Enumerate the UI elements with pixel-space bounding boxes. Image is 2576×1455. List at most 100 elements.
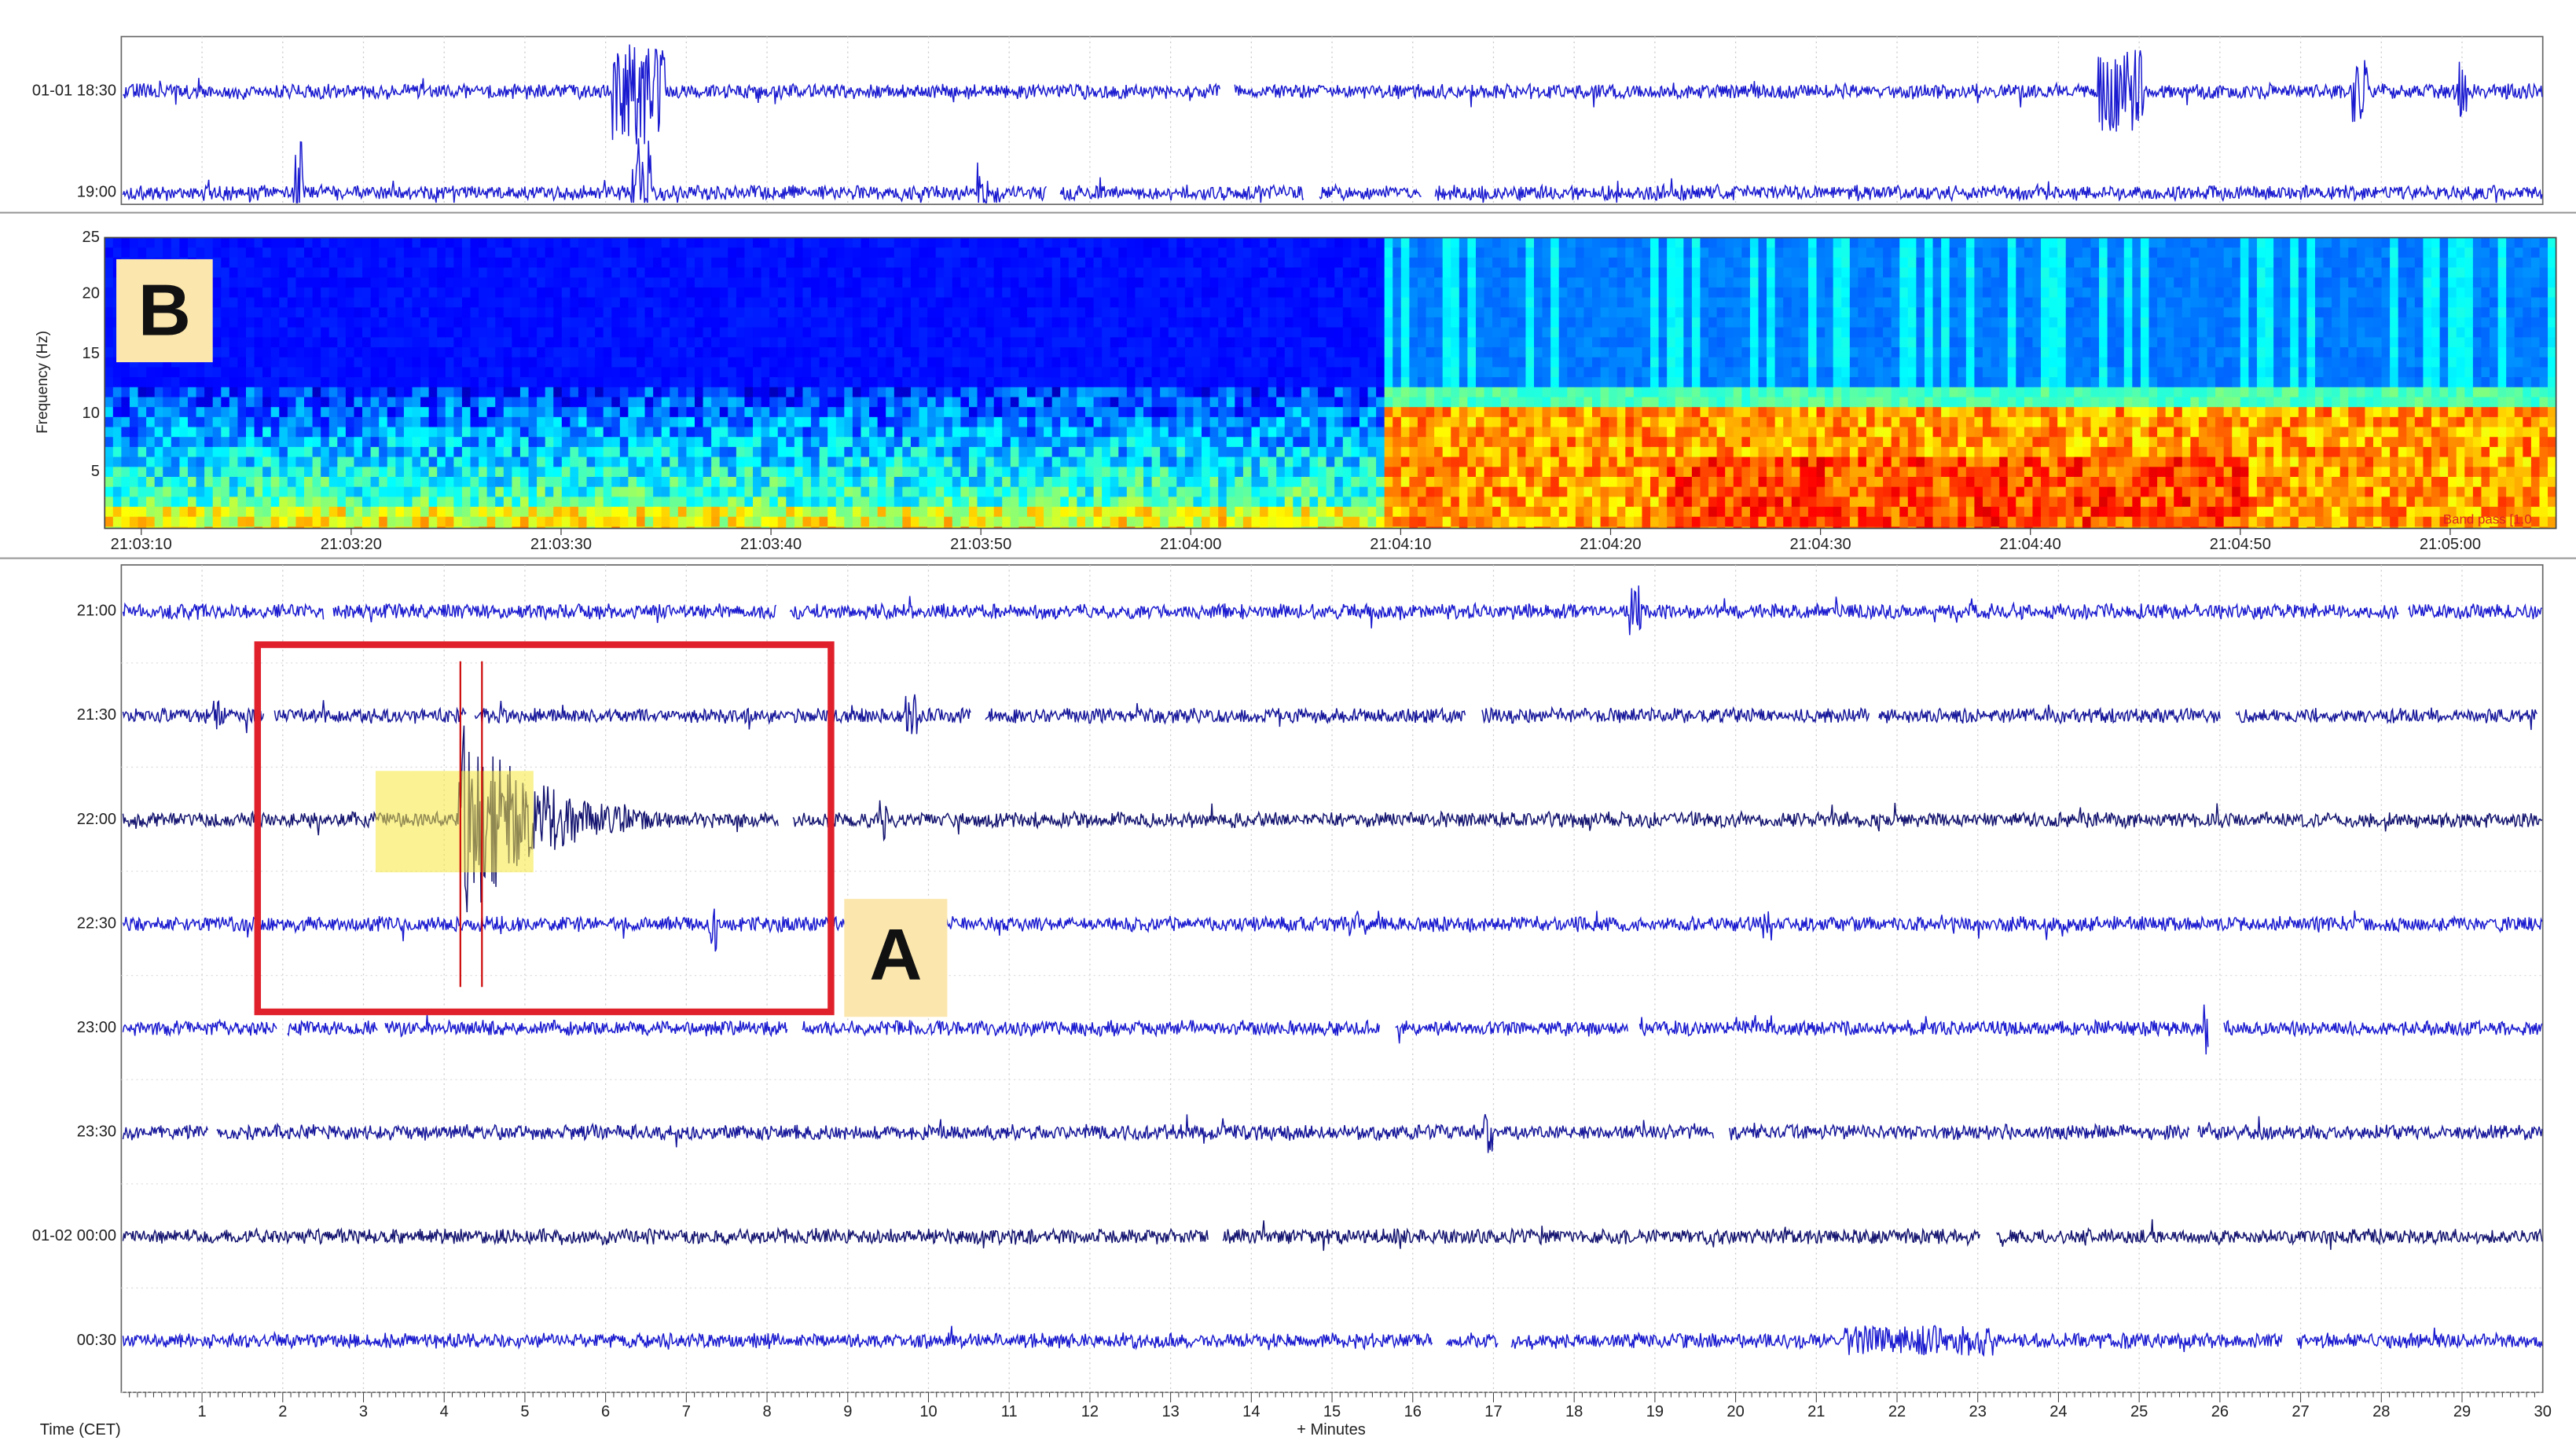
- spectrogram-cell: [586, 446, 596, 458]
- spectrogram-cell: [245, 507, 255, 518]
- spectrogram-cell: [595, 427, 604, 438]
- spectrogram-cell: [1035, 317, 1044, 328]
- spectrogram-cell: [603, 297, 612, 308]
- spectrogram-cell: [653, 486, 662, 497]
- spectrogram-cell: [919, 427, 928, 438]
- spectrogram-cell: [852, 337, 862, 348]
- spectrogram-cell: [977, 357, 986, 368]
- spectrogram-cell: [503, 247, 513, 258]
- spectrogram-cell: [561, 397, 571, 408]
- spectrogram-cell: [653, 427, 662, 438]
- spectrogram-cell: [146, 387, 156, 398]
- spectrogram-cell: [844, 437, 853, 448]
- spectrogram-cell: [935, 347, 945, 358]
- spectrogram-cell: [1035, 456, 1044, 467]
- spectrogram-cell: [362, 247, 372, 258]
- spectrogram-cell: [1434, 407, 1444, 418]
- spectrogram-cell: [653, 416, 662, 428]
- spectrogram-cell: [919, 257, 928, 269]
- spectrogram-cell: [1293, 307, 1302, 318]
- spectrogram-cell: [1126, 307, 1136, 318]
- spectrogram-cell: [1326, 456, 1335, 467]
- spectrogram-cell: [295, 507, 305, 518]
- spectrogram-cell: [503, 297, 513, 308]
- spectrogram-cell: [1093, 377, 1103, 388]
- spectrogram-cell: [528, 516, 538, 528]
- spectrogram-cell: [619, 347, 629, 358]
- spectrogram-cell: [354, 357, 363, 368]
- spectrogram-cell: [1475, 307, 1485, 318]
- spectrogram-cell: [835, 277, 845, 288]
- spectrogram-cell: [744, 337, 754, 348]
- spectrogram-cell: [279, 416, 288, 428]
- spectrogram-cell: [1218, 516, 1227, 528]
- spectrogram-cell: [1376, 317, 1385, 328]
- spectrogram-cell: [1151, 337, 1161, 348]
- spectrogram-cell: [1193, 257, 1202, 269]
- spectrogram-cell: [1068, 347, 1078, 358]
- spectrogram-cell: [877, 397, 886, 408]
- spectrogram-cell: [761, 327, 770, 338]
- spectrogram-cell: [1202, 397, 1211, 408]
- spectrogram-cell: [553, 526, 563, 529]
- spectrogram-cell: [1309, 407, 1319, 418]
- spectrogram-cell: [403, 416, 413, 428]
- spectrogram-cell: [312, 476, 321, 488]
- spectrogram-cell: [212, 526, 222, 529]
- spectrogram-cell: [1060, 297, 1070, 308]
- spectrogram-cell: [295, 247, 305, 258]
- spectrogram-cell: [1384, 317, 1393, 328]
- spectrogram-cell: [1367, 526, 1377, 529]
- spectrogram-cell: [877, 247, 886, 258]
- spectrogram-cell: [105, 277, 114, 288]
- spectrogram-cell: [362, 307, 372, 318]
- spectrogram-cell: [1417, 307, 1427, 318]
- spectrogram-cell: [212, 397, 222, 408]
- spectrogram-cell: [337, 446, 347, 458]
- spectrogram-cell: [993, 327, 1003, 338]
- spectrogram-cell: [1251, 407, 1260, 418]
- spectrogram-cell: [171, 397, 181, 408]
- spectrogram-cell: [1110, 526, 1119, 529]
- spectrogram-cell: [877, 427, 886, 438]
- spectrogram-cell: [827, 427, 837, 438]
- spectrogram-cell: [1235, 446, 1244, 458]
- spectrogram-cell: [1010, 377, 1020, 388]
- spectrogram-cell: [1384, 247, 1393, 258]
- spectrogram-cell: [1084, 516, 1095, 528]
- spectrogram-cell: [1318, 446, 1327, 458]
- spectrogram-cell: [910, 347, 920, 358]
- spectrogram-cell: [1035, 357, 1044, 368]
- spectrogram-cell: [237, 327, 247, 338]
- spectrogram-cell: [611, 307, 621, 318]
- spectrogram-cell: [1176, 407, 1186, 418]
- spectrogram-cell: [420, 267, 430, 278]
- spectrogram-cell: [611, 397, 621, 408]
- spectrogram-cell: [952, 287, 962, 299]
- spectrogram-cell: [121, 516, 130, 528]
- spectrogram-cell: [553, 287, 563, 299]
- spectrogram-cell: [519, 486, 530, 497]
- spectrogram-cell: [1118, 446, 1128, 458]
- spectrogram-cell: [1102, 327, 1111, 338]
- spectrogram-cell: [728, 407, 737, 418]
- spectrogram-cell: [944, 516, 953, 528]
- spectrogram-cell: [1084, 456, 1095, 467]
- spectrogram-cell: [196, 456, 205, 467]
- spectrogram-cell: [221, 317, 230, 328]
- spectrogram-cell: [254, 427, 263, 438]
- spectrogram-cell: [1026, 247, 1037, 258]
- spectrogram-cell: [112, 516, 123, 528]
- spectrogram-cell: [595, 397, 604, 408]
- spectrogram-cell: [977, 337, 986, 348]
- spectrogram-cell: [1301, 407, 1311, 418]
- spectrogram-cell: [470, 307, 479, 318]
- spectrogram-cell: [1044, 247, 1053, 258]
- spectrogram-cell: [362, 377, 372, 388]
- spectrogram-cell: [1484, 257, 1493, 269]
- spectrogram-cell: [968, 507, 978, 518]
- spectrogram-cell: [1209, 427, 1219, 438]
- spectrogram-cell: [736, 467, 746, 478]
- spectrogram-cell: [636, 497, 646, 508]
- spectrogram-cell: [619, 526, 629, 529]
